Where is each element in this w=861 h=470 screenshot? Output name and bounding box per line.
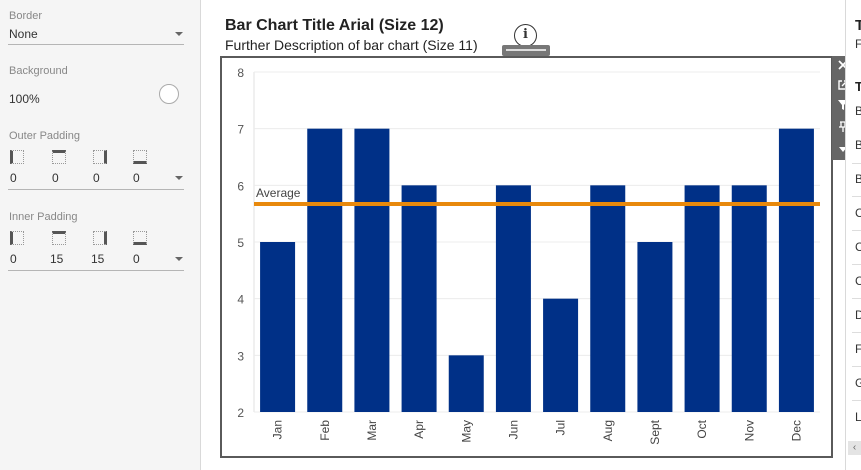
bar[interactable] (354, 128, 390, 412)
x-tick-label: Oct (695, 419, 709, 438)
x-tick-label: Jul (554, 420, 568, 435)
list-item[interactable]: B (855, 104, 861, 118)
divider (852, 298, 861, 299)
bar[interactable] (307, 128, 343, 412)
outer-padding-left-value[interactable]: 0 (10, 171, 17, 185)
list-item[interactable]: C (855, 240, 861, 254)
padding-bottom-icon (133, 231, 147, 245)
list-item[interactable]: C (855, 206, 861, 220)
divider (8, 44, 184, 45)
background-label: Background (9, 65, 68, 77)
info-icon-base (502, 45, 550, 56)
info-icon[interactable]: i (514, 24, 537, 47)
x-tick-label: Aug (601, 420, 615, 441)
x-tick-label: Mar (365, 420, 379, 441)
divider (852, 332, 861, 333)
x-tick-label: Nov (742, 420, 756, 441)
divider (852, 366, 861, 367)
y-tick-label: 2 (237, 406, 244, 420)
bar[interactable] (401, 185, 437, 412)
y-tick-label: 3 (237, 349, 244, 363)
bar[interactable] (590, 185, 626, 412)
pin-icon[interactable] (832, 118, 853, 136)
background-opacity-value[interactable]: 100% (9, 92, 40, 106)
chart-subtitle: Further Description of bar chart (Size 1… (225, 37, 478, 53)
y-tick-label: 5 (237, 236, 244, 250)
list-item[interactable]: B (855, 138, 861, 152)
list-item[interactable]: F (855, 342, 861, 356)
bar[interactable] (543, 298, 579, 412)
list-item[interactable]: G (855, 376, 861, 390)
bar[interactable] (448, 355, 484, 412)
bar[interactable] (637, 242, 673, 412)
bar[interactable] (731, 185, 767, 412)
info-button[interactable]: i (500, 24, 552, 56)
background-color-swatch[interactable] (159, 84, 179, 104)
legend-panel-title: T (855, 17, 861, 34)
y-tick-label: 8 (237, 66, 244, 80)
list-item[interactable]: B (855, 172, 861, 186)
format-pane: Border None Background 100% Outer Paddin… (0, 0, 201, 470)
divider (852, 163, 861, 164)
x-tick-label: Dec (789, 420, 803, 441)
legend-panel: T F T B B B C C C D F G L (845, 0, 861, 470)
x-tick-label: Jun (506, 420, 520, 439)
x-tick-label: Apr (412, 420, 426, 439)
more-options-icon[interactable] (832, 140, 853, 158)
legend-panel-subtitle: F (855, 37, 861, 51)
padding-right-icon (93, 231, 107, 245)
padding-right-icon (93, 150, 107, 164)
x-tick-label: May (459, 420, 473, 443)
bar[interactable] (778, 128, 814, 412)
y-tick-label: 7 (237, 123, 244, 137)
inner-padding-bottom-value[interactable]: 0 (133, 252, 140, 266)
padding-left-icon (10, 150, 24, 164)
y-tick-label: 4 (237, 293, 244, 307)
chevron-down-icon[interactable] (175, 257, 183, 261)
list-item[interactable]: L (855, 410, 861, 424)
inner-padding-right-value[interactable]: 15 (91, 252, 105, 266)
bar[interactable] (260, 242, 296, 412)
list-item[interactable]: D (855, 308, 861, 322)
divider (8, 270, 184, 271)
bar-chart[interactable]: 8 7 6 5 4 3 2 Jan Feb Mar Apr May Jun Jul Aug Sept Oct No… (220, 56, 833, 458)
outer-padding-bottom-value[interactable]: 0 (133, 171, 140, 185)
padding-left-icon (10, 231, 24, 245)
list-item[interactable]: C (855, 274, 861, 288)
divider (852, 264, 861, 265)
x-tick-label: Jan (271, 420, 285, 439)
outer-padding-label: Outer Padding (9, 130, 80, 142)
bar[interactable] (684, 185, 720, 412)
inner-padding-top-value[interactable]: 15 (50, 252, 64, 266)
bar-chart-svg: 8 7 6 5 4 3 2 Jan Feb Mar Apr May Jun Jul Aug Sept Oct No… (237, 66, 820, 445)
chevron-down-icon[interactable] (175, 176, 183, 180)
bar[interactable] (495, 185, 531, 412)
average-label: Average (256, 186, 301, 200)
border-label: Border (9, 10, 43, 22)
border-dropdown[interactable]: None (9, 27, 38, 41)
outer-padding-top-value[interactable]: 0 (52, 171, 59, 185)
divider (852, 196, 861, 197)
divider (852, 230, 861, 231)
x-tick-label: Feb (318, 420, 332, 441)
chevron-left-icon[interactable]: ‹ (848, 441, 861, 455)
legend-header: T (855, 79, 861, 94)
x-tick-label: Sept (648, 419, 662, 444)
padding-top-icon (52, 150, 66, 164)
inner-padding-left-value[interactable]: 0 (10, 252, 17, 266)
y-tick-label: 6 (237, 179, 244, 193)
chevron-down-icon[interactable] (175, 32, 183, 36)
padding-bottom-icon (133, 150, 147, 164)
inner-padding-label: Inner Padding (9, 211, 78, 223)
chart-title: Bar Chart Title Arial (Size 12) (225, 17, 444, 34)
divider (852, 400, 861, 401)
padding-top-icon (52, 231, 66, 245)
outer-padding-right-value[interactable]: 0 (93, 171, 100, 185)
divider (8, 189, 184, 190)
